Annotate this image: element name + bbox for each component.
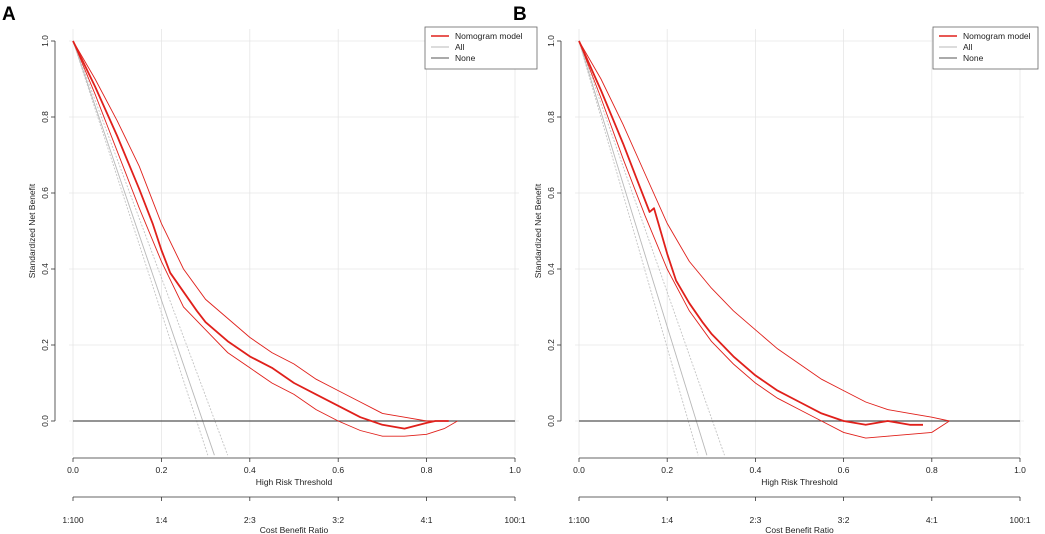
x-tick-label: 0.2	[661, 465, 673, 475]
x-tick-label: 0.4	[749, 465, 761, 475]
cost-benefit-axis-title: Cost Benefit Ratio	[260, 525, 329, 534]
y-tick-label: 0.4	[40, 263, 50, 275]
cost-benefit-tick-label: 100:1	[1009, 515, 1031, 525]
legend-box	[424, 26, 538, 70]
cost-benefit-tick-label: 1:100	[568, 515, 590, 525]
cost-benefit-axis-title: Cost Benefit Ratio	[765, 525, 834, 534]
all-treat-line	[578, 40, 725, 456]
panel-label: A	[2, 4, 16, 25]
nomogram-ci-line	[72, 40, 449, 422]
x-tick-label: 0.6	[332, 465, 344, 475]
x-tick-label: 1.0	[509, 465, 521, 475]
cost-benefit-tick-label: 1:4	[661, 515, 673, 525]
x-tick-label: 0.0	[67, 465, 79, 475]
y-axis-title: Standardized Net Benefit	[533, 183, 543, 278]
y-tick-label: 0.8	[546, 111, 556, 123]
y-tick-label: 0.0	[40, 415, 50, 427]
x-tick-label: 1.0	[1014, 465, 1026, 475]
panel-label: B	[513, 4, 527, 25]
panel-a: A 0.0 0.2 0.4 0.6 0.8 1.0 Standardized Net Bene…	[2, 4, 538, 534]
y-tick-label: 0.0	[546, 415, 556, 427]
legend-label: Nomogram model	[455, 31, 523, 41]
legend-label: Nomogram model	[963, 31, 1031, 41]
nomogram-model-line	[578, 40, 923, 426]
cost-benefit-tick-label: 1:4	[155, 515, 167, 525]
cost-benefit-tick-label: 3:2	[332, 515, 344, 525]
legend-label: All	[963, 42, 973, 52]
y-tick-label: 0.2	[546, 339, 556, 351]
nomogram-ci-line	[578, 40, 950, 439]
nomogram-model-line	[72, 40, 449, 430]
x-tick-label: 0.8	[421, 465, 433, 475]
all-treat-line	[72, 40, 229, 456]
all-treat-line	[578, 40, 699, 456]
y-tick-label: 0.4	[546, 263, 556, 275]
legend-label: None	[963, 53, 984, 63]
x-tick-label: 0.4	[244, 465, 256, 475]
y-axis-title: Standardized Net Benefit	[27, 183, 37, 278]
x-tick-label: 0.2	[155, 465, 167, 475]
x-axis-title: High Risk Threshold	[761, 477, 838, 487]
y-tick-label: 1.0	[40, 35, 50, 47]
cost-benefit-tick-label: 4:1	[926, 515, 938, 525]
cost-benefit-tick-label: 2:3	[244, 515, 256, 525]
legend-label: All	[455, 42, 465, 52]
all-treat-line	[578, 40, 708, 456]
x-tick-label: 0.8	[926, 465, 938, 475]
y-tick-label: 0.2	[40, 339, 50, 351]
y-tick-label: 0.6	[40, 187, 50, 199]
cost-benefit-tick-label: 100:1	[504, 515, 526, 525]
nomogram-ci-line	[578, 40, 950, 422]
cost-benefit-tick-label: 4:1	[421, 515, 433, 525]
nomogram-ci-line	[72, 40, 458, 437]
cost-benefit-tick-label: 1:100	[62, 515, 84, 525]
legend-label: None	[455, 53, 476, 63]
y-tick-label: 1.0	[546, 35, 556, 47]
panel-b: B 0.0 0.2 0.4 0.6 0.8 1.0 Standardized Net Bene…	[513, 4, 1039, 534]
cost-benefit-tick-label: 2:3	[749, 515, 761, 525]
all-treat-line	[72, 40, 209, 456]
y-tick-label: 0.8	[40, 111, 50, 123]
all-treat-line	[72, 40, 215, 456]
x-tick-label: 0.6	[838, 465, 850, 475]
cost-benefit-tick-label: 3:2	[838, 515, 850, 525]
y-tick-label: 0.6	[546, 187, 556, 199]
x-tick-label: 0.0	[573, 465, 585, 475]
legend-box	[932, 26, 1039, 70]
x-axis-title: High Risk Threshold	[256, 477, 333, 487]
